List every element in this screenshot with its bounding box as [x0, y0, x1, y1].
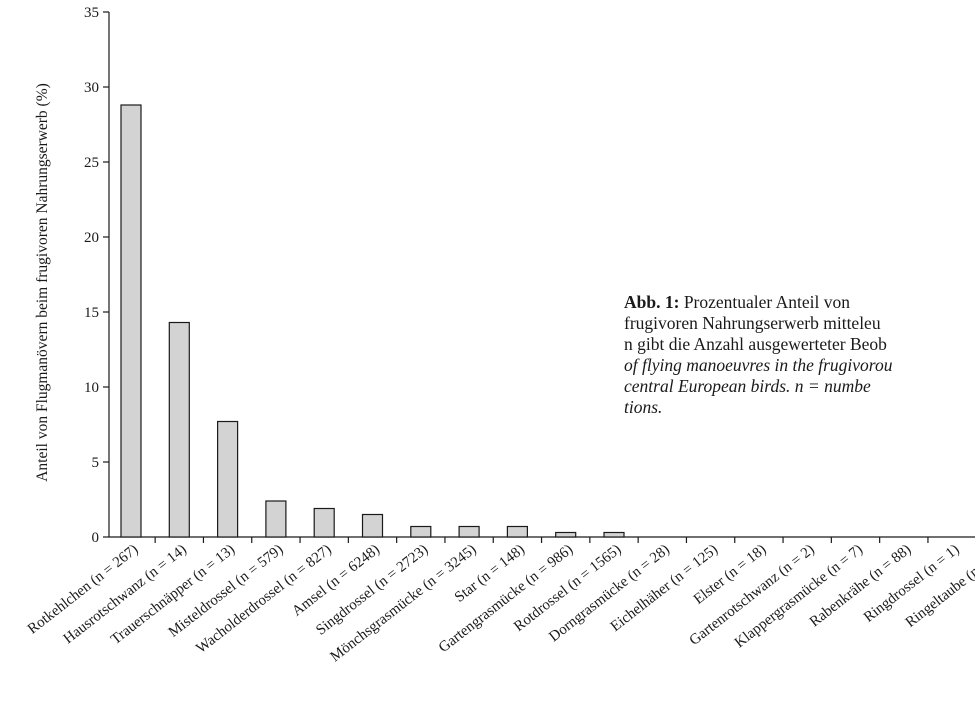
caption-line-2: frugivoren Nahrungserwerb mitteleu: [624, 313, 881, 333]
bar: [217, 420, 239, 538]
caption-line-3: n gibt die Anzahl ausgewerteter Beob: [624, 334, 887, 354]
bar: [603, 531, 625, 538]
y-tick-label: 20: [84, 230, 99, 246]
bar: [120, 104, 142, 538]
caption-line-4: of flying manoeuvres in the frugivorou: [624, 355, 893, 375]
y-tick-label: 0: [92, 530, 100, 546]
y-tick-label: 25: [84, 155, 99, 171]
caption-label: Abb. 1:: [624, 292, 680, 312]
bar: [410, 525, 432, 538]
caption-line-1: Abb. 1: Prozentualer Anteil von: [624, 292, 975, 313]
y-axis-title: Anteil von Flugmanövern beim frugivoren …: [34, 83, 51, 482]
bar: [506, 525, 528, 538]
bar: [458, 525, 480, 538]
y-tick-label: 15: [84, 305, 99, 321]
bar: [361, 513, 384, 538]
figure-caption: Abb. 1: Prozentualer Anteil von frugivor…: [624, 292, 975, 418]
y-tick-label: 10: [84, 380, 99, 396]
bar: [168, 321, 190, 538]
bar: [265, 500, 287, 538]
y-tick-label: 35: [84, 5, 99, 21]
y-tick-label: 30: [84, 80, 99, 96]
caption-line-6: tions.: [624, 397, 663, 417]
caption-line-5: central European birds. n = numbe: [624, 376, 871, 396]
y-tick-label: 5: [92, 455, 100, 471]
bar: [555, 531, 577, 538]
bar: [313, 507, 335, 538]
caption-line-1-text: Prozentualer Anteil von: [679, 292, 851, 312]
